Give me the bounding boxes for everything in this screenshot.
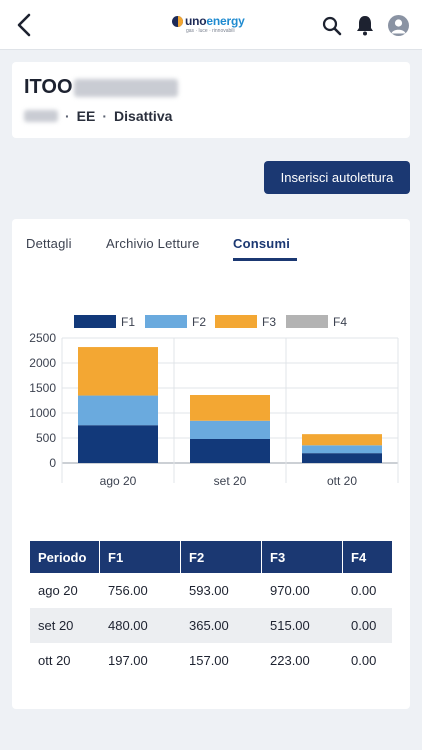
table-row: ago 20 756.00 593.00 970.00 0.00 [30,573,392,608]
bar-f1 [78,425,158,463]
cell-f2: 365.00 [189,618,229,633]
bar-f3 [302,434,382,446]
table-row: set 20 480.00 365.00 515.00 0.00 [30,608,392,643]
y-tick-label: 1000 [29,406,56,420]
supply-type: EE [76,108,96,124]
x-tick-label: ott 20 [327,474,357,488]
header-periodo: Periodo [30,541,100,573]
y-tick-label: 0 [49,456,56,470]
bar-f2 [190,420,270,439]
search-icon[interactable] [322,16,342,36]
cell-f4: 0.00 [351,653,377,668]
cell-f3: 970.00 [270,583,310,598]
supply-code-prefix: ITOO [24,76,73,98]
bar-f1 [190,439,270,463]
consumption-chart: 0 500 1000 1500 2000 2500 ago 20 set 20 ott 20 F1… [29,315,399,488]
supply-meta: · EE · Disattiva [24,108,172,124]
logo-word-energy: energy [206,14,245,28]
user-icon [391,19,406,34]
cell-f2: 157.00 [189,653,229,668]
uno-energy-logo: unoenergy gas · luce · rinnovabili [172,14,252,40]
legend-swatch [215,315,257,328]
bar-f2 [302,445,382,454]
cell-f1: 756.00 [108,583,148,598]
cell-period: ott 20 [38,653,71,668]
cell-f2: 593.00 [189,583,229,598]
legend-label: F3 [262,315,276,329]
redacted-value [24,110,58,122]
cell-period: ago 20 [38,583,78,598]
bar-f3 [78,347,158,396]
back-arrow-icon[interactable] [14,12,36,38]
legend-swatch [145,315,187,328]
redacted-code [73,78,178,97]
bar-f2 [78,395,158,426]
cell-f1: 480.00 [108,618,148,633]
legend-label: F2 [192,315,206,329]
cell-f4: 0.00 [351,618,377,633]
logo-mark-icon [172,15,183,27]
header-f4: F4 [351,549,367,565]
supply-status: Disattiva [114,108,173,124]
bell-icon[interactable] [354,14,376,36]
logo-tagline: gas · luce · rinnovabili [186,28,235,34]
insert-reading-button[interactable]: Inserisci autolettura [264,161,410,194]
active-tab-indicator [233,258,297,261]
legend-label: F1 [121,315,135,329]
table-row: ott 20 197.00 157.00 223.00 0.00 [30,643,392,678]
legend-swatch [74,315,116,328]
supply-code: ITOO [24,76,178,99]
table-header: Periodo F1 F2 F3 F4 [30,541,392,573]
consumption-table: Periodo F1 F2 F3 F4 ago 20 756.00 593.00… [30,541,392,678]
consumption-card: Dettagli Archivio Letture Consumi 0 500 10… [12,219,410,709]
cell-f4: 0.00 [351,583,377,598]
legend-label: F4 [333,315,347,329]
header-f3: F3 [262,541,343,573]
bar-f1 [302,453,382,463]
x-tick-label: set 20 [214,474,247,488]
cell-f1: 197.00 [108,653,148,668]
y-tick-label: 2000 [29,356,56,370]
x-tick-label: ago 20 [100,474,137,488]
header-f1: F1 [100,541,181,573]
avatar[interactable] [388,15,409,36]
cell-period: set 20 [38,618,74,633]
tab-consumi[interactable]: Consumi [233,236,291,251]
bar-f3 [190,395,270,421]
legend-swatch [286,315,328,328]
top-bar: unoenergy gas · luce · rinnovabili [0,0,422,50]
y-tick-label: 1500 [29,381,56,395]
header-f2: F2 [181,541,262,573]
cell-f3: 223.00 [270,653,310,668]
tab-archivio-letture[interactable]: Archivio Letture [106,236,200,251]
tab-dettagli[interactable]: Dettagli [26,236,72,251]
y-tick-label: 500 [36,431,56,445]
supply-card: ITOO · EE · Disattiva [12,62,410,138]
logo-word-uno: uno [185,14,207,28]
y-tick-label: 2500 [29,331,56,345]
cell-f3: 515.00 [270,618,310,633]
tab-bar: Dettagli Archivio Letture Consumi [26,236,398,264]
